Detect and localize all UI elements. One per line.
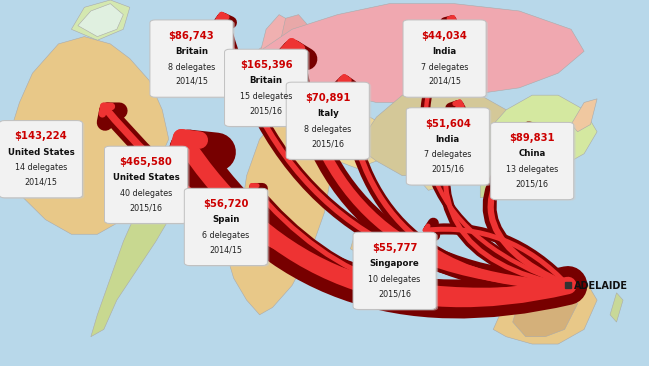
Polygon shape [337,117,389,168]
Text: 13 delegates: 13 delegates [506,165,558,174]
Text: United States: United States [8,147,74,157]
FancyBboxPatch shape [406,108,489,185]
Text: Singapore: Singapore [370,259,419,268]
FancyBboxPatch shape [225,49,308,127]
Text: ADELAIDE: ADELAIDE [574,281,628,291]
Text: 7 delegates: 7 delegates [421,63,468,72]
FancyBboxPatch shape [152,21,235,98]
Polygon shape [71,0,130,40]
FancyBboxPatch shape [493,123,576,201]
Polygon shape [493,271,597,344]
FancyBboxPatch shape [491,122,574,200]
Text: 6 delegates: 6 delegates [202,231,249,240]
Polygon shape [571,99,597,132]
FancyBboxPatch shape [1,122,84,199]
Polygon shape [279,15,312,48]
Text: $143,224: $143,224 [14,131,67,141]
Text: 10 delegates: 10 delegates [369,275,421,284]
Text: 40 delegates: 40 delegates [120,189,172,198]
Text: 2015/16: 2015/16 [378,289,411,298]
Text: 2015/16: 2015/16 [312,139,344,148]
Text: 14 delegates: 14 delegates [15,163,67,172]
FancyBboxPatch shape [288,83,371,160]
FancyBboxPatch shape [286,82,369,160]
Text: $55,777: $55,777 [372,243,417,253]
Text: $51,604: $51,604 [425,119,471,128]
Polygon shape [234,37,337,113]
Text: India: India [435,135,460,144]
Text: 2015/16: 2015/16 [250,106,282,115]
FancyBboxPatch shape [227,50,310,128]
Polygon shape [110,190,143,220]
Text: Britain: Britain [250,76,282,85]
Text: Spain: Spain [212,215,239,224]
FancyBboxPatch shape [353,232,436,310]
FancyBboxPatch shape [150,20,233,97]
Text: United States: United States [113,173,179,182]
Text: $86,743: $86,743 [169,31,214,41]
Text: 8 delegates: 8 delegates [304,125,351,134]
Polygon shape [260,15,299,59]
Text: 2014/15: 2014/15 [175,77,208,86]
Text: Britain: Britain [175,47,208,56]
Text: $465,580: $465,580 [119,157,173,167]
Text: 15 delegates: 15 delegates [240,92,292,101]
Text: Italy: Italy [317,109,339,118]
Text: China: China [519,149,546,158]
FancyBboxPatch shape [186,190,269,266]
Text: 7 delegates: 7 delegates [424,150,471,160]
Polygon shape [357,88,519,176]
Text: 2015/16: 2015/16 [432,165,464,174]
Polygon shape [480,95,597,176]
Text: $70,891: $70,891 [305,93,350,103]
Polygon shape [610,293,623,322]
Text: 2014/15: 2014/15 [25,178,57,187]
FancyBboxPatch shape [104,146,188,223]
Text: $89,831: $89,831 [509,133,555,143]
Text: 2015/16: 2015/16 [516,179,548,188]
Text: $165,396: $165,396 [239,60,293,70]
FancyBboxPatch shape [405,21,488,98]
Text: 2015/16: 2015/16 [130,203,162,212]
Text: 2014/15: 2014/15 [428,77,461,86]
Text: 2014/15: 2014/15 [210,245,242,254]
Polygon shape [480,139,545,198]
FancyBboxPatch shape [106,147,190,225]
FancyBboxPatch shape [184,188,267,266]
FancyBboxPatch shape [355,234,438,310]
FancyBboxPatch shape [403,20,486,97]
Text: $56,720: $56,720 [203,199,249,209]
FancyBboxPatch shape [0,121,82,198]
Polygon shape [0,37,169,234]
Text: India: India [432,47,457,56]
Polygon shape [227,110,337,315]
Polygon shape [350,220,376,256]
Text: 8 delegates: 8 delegates [168,63,215,72]
Polygon shape [78,4,123,37]
Text: $44,034: $44,034 [422,31,467,41]
Polygon shape [415,117,493,190]
Polygon shape [91,198,169,337]
Polygon shape [234,4,584,102]
Polygon shape [513,285,578,337]
FancyBboxPatch shape [408,109,491,186]
